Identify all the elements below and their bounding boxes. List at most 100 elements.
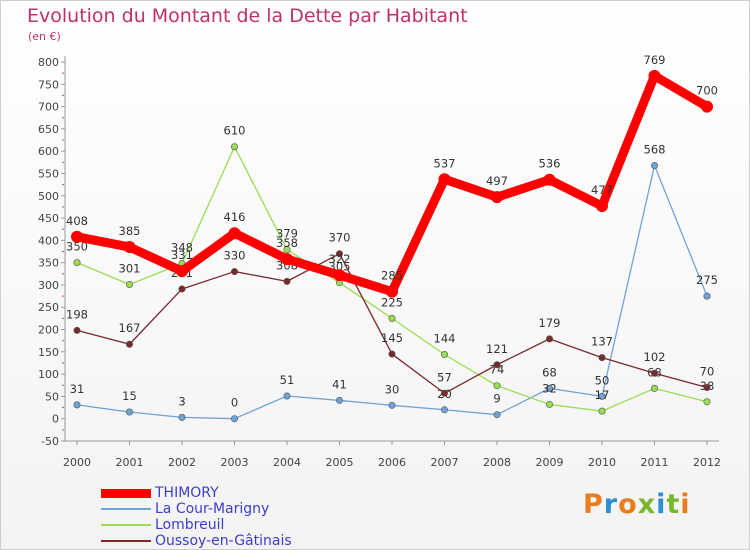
data-point <box>231 415 239 423</box>
y-tick-label: 750 <box>38 78 59 91</box>
data-label: 301 <box>119 261 141 275</box>
data-label: 68 <box>542 365 557 379</box>
y-tick-label: 350 <box>38 257 59 270</box>
data-point <box>126 280 134 288</box>
data-point <box>388 350 396 358</box>
data-label: 0 <box>231 396 238 410</box>
data-label: 137 <box>591 335 613 349</box>
data-label: 30 <box>385 382 400 396</box>
legend-swatch <box>101 540 151 542</box>
data-point <box>545 400 553 408</box>
legend-label: THIMORY <box>155 485 219 501</box>
data-label: 416 <box>224 210 246 224</box>
data-label: 50 <box>595 373 610 387</box>
x-tick-label: 2008 <box>483 456 511 469</box>
legend-swatch <box>101 488 151 498</box>
data-point <box>73 326 81 334</box>
legend: THIMORY La Cour-Marigny Lombreuil Oussoy-en… <box>101 485 292 549</box>
data-point <box>333 269 346 282</box>
data-point <box>545 335 553 343</box>
data-point <box>493 411 501 419</box>
data-label: 144 <box>434 331 456 345</box>
x-tick-label: 2004 <box>273 456 301 469</box>
data-point <box>283 246 291 254</box>
y-tick-label: 650 <box>38 123 59 136</box>
y-tick-label: 300 <box>38 279 59 292</box>
y-tick-label: 250 <box>38 301 59 314</box>
data-point <box>440 350 448 358</box>
data-point <box>126 340 134 348</box>
data-label: 121 <box>486 342 508 356</box>
data-point <box>701 100 713 113</box>
data-label: 31 <box>70 382 85 396</box>
data-point <box>596 200 608 213</box>
data-point <box>123 241 136 254</box>
x-tick-label: 2001 <box>116 456 144 469</box>
y-tick-label: 400 <box>38 234 59 247</box>
y-tick-label: 150 <box>38 346 59 359</box>
data-label: 9 <box>493 392 500 406</box>
data-label: 322 <box>329 252 351 266</box>
data-label: 379 <box>276 227 298 241</box>
data-point <box>388 314 396 322</box>
data-label: 477 <box>591 183 613 197</box>
x-tick-label: 2005 <box>326 456 354 469</box>
data-point <box>598 407 606 415</box>
y-tick-label: 450 <box>38 212 59 225</box>
data-point <box>388 401 396 409</box>
logo-letter: i <box>680 489 691 520</box>
x-tick-label: 2003 <box>221 456 249 469</box>
data-point <box>335 250 343 258</box>
legend-item: La Cour-Marigny <box>101 501 292 517</box>
data-point <box>281 253 293 266</box>
data-point <box>71 230 83 243</box>
data-label: 3 <box>178 394 185 408</box>
data-point <box>703 292 711 300</box>
data-label: 331 <box>171 248 193 262</box>
data-label: 330 <box>224 249 246 263</box>
chart-title: Evolution du Montant de la Dette par Hab… <box>27 5 468 27</box>
data-point <box>598 354 606 362</box>
logo-letter: x <box>637 489 657 520</box>
data-point <box>231 268 239 276</box>
data-point <box>386 285 398 298</box>
data-label: 700 <box>696 84 718 98</box>
y-tick-label: 50 <box>45 390 59 403</box>
logo-letter: P <box>583 489 604 520</box>
data-label: 358 <box>276 236 298 250</box>
data-point <box>491 191 503 204</box>
data-point <box>545 384 553 392</box>
data-point <box>493 382 501 390</box>
y-tick-label: -50 <box>41 435 59 448</box>
data-point <box>703 383 711 391</box>
data-point <box>650 161 658 169</box>
data-label: 41 <box>332 377 347 391</box>
data-label: 536 <box>539 157 561 171</box>
data-label: 32 <box>542 381 557 395</box>
data-point <box>176 265 188 278</box>
y-tick-label: 0 <box>52 413 59 426</box>
data-label: 610 <box>224 124 246 138</box>
data-label: 15 <box>122 389 137 403</box>
y-tick-label: 500 <box>38 190 59 203</box>
data-point <box>283 277 291 285</box>
data-label: 769 <box>644 53 666 67</box>
y-tick-label: 700 <box>38 101 59 114</box>
data-point <box>283 392 291 400</box>
data-label: 568 <box>644 142 666 156</box>
legend-item: Lombreuil <box>101 517 292 533</box>
logo-letter: t <box>666 489 681 520</box>
data-point <box>178 413 186 421</box>
x-tick-label: 2010 <box>588 456 616 469</box>
data-label: 51 <box>280 373 295 387</box>
data-label: 348 <box>171 241 193 255</box>
y-tick-label: 100 <box>38 368 59 381</box>
data-label: 408 <box>66 214 88 228</box>
data-point <box>335 396 343 404</box>
data-point <box>598 392 606 400</box>
data-label: 385 <box>119 224 141 238</box>
data-point <box>543 173 556 186</box>
x-tick-label: 2012 <box>693 456 721 469</box>
logo-letter: i <box>656 489 667 520</box>
